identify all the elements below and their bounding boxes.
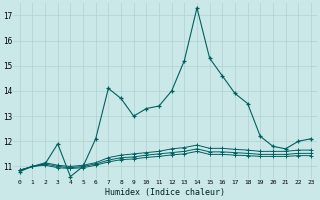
X-axis label: Humidex (Indice chaleur): Humidex (Indice chaleur): [105, 188, 225, 197]
